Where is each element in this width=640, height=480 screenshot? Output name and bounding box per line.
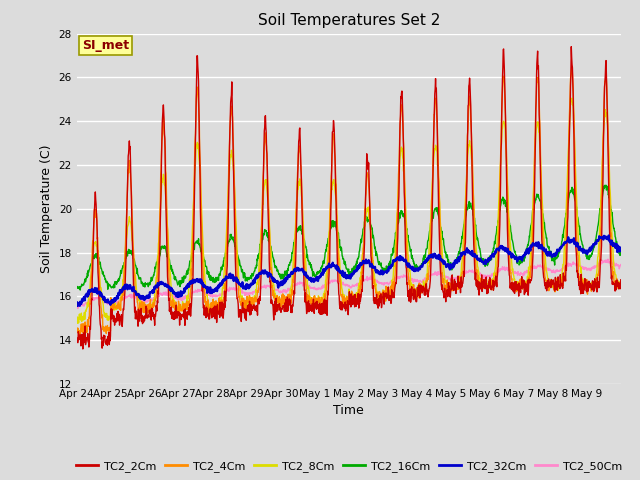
TC2_2Cm <box>195 70 202 75</box>
TC2_16Cm <box>195 240 202 246</box>
TC2_50Cm <box>195 288 202 294</box>
TC2_50Cm <box>255 286 263 291</box>
TC2_8Cm <box>568 96 575 101</box>
X-axis label: Time: Time <box>333 405 364 418</box>
TC2_50Cm <box>74 305 82 311</box>
Title: Soil Temperatures Set 2: Soil Temperatures Set 2 <box>258 13 440 28</box>
TC2_16Cm <box>434 208 442 214</box>
TC2_4Cm <box>553 279 561 285</box>
TC2_50Cm <box>553 267 561 273</box>
TC2_4Cm <box>195 95 202 101</box>
TC2_16Cm <box>255 252 263 257</box>
TC2_32Cm <box>605 233 612 239</box>
TC2_16Cm <box>602 182 610 188</box>
TC2_8Cm <box>181 300 189 306</box>
TC2_2Cm <box>617 277 625 283</box>
TC2_8Cm <box>255 260 263 266</box>
TC2_32Cm <box>617 246 625 252</box>
TC2_32Cm <box>255 270 263 276</box>
TC2_16Cm <box>76 287 84 293</box>
Line: TC2_50Cm: TC2_50Cm <box>77 259 621 308</box>
TC2_2Cm <box>505 256 513 262</box>
TC2_4Cm <box>434 127 442 133</box>
TC2_2Cm <box>73 338 81 344</box>
TC2_2Cm <box>553 282 561 288</box>
TC2_8Cm <box>74 320 82 326</box>
TC2_32Cm <box>181 288 189 294</box>
Y-axis label: Soil Temperature (C): Soil Temperature (C) <box>40 144 53 273</box>
TC2_8Cm <box>195 141 202 147</box>
TC2_16Cm <box>73 285 81 290</box>
TC2_2Cm <box>434 140 442 145</box>
TC2_16Cm <box>181 276 189 281</box>
TC2_32Cm <box>74 303 81 309</box>
TC2_8Cm <box>505 209 513 215</box>
TC2_2Cm <box>181 323 189 328</box>
TC2_32Cm <box>553 249 561 255</box>
TC2_50Cm <box>181 295 189 301</box>
Legend: TC2_2Cm, TC2_4Cm, TC2_8Cm, TC2_16Cm, TC2_32Cm, TC2_50Cm: TC2_2Cm, TC2_4Cm, TC2_8Cm, TC2_16Cm, TC2… <box>71 457 627 477</box>
TC2_8Cm <box>617 278 625 284</box>
TC2_50Cm <box>604 256 612 262</box>
Line: TC2_4Cm: TC2_4Cm <box>77 67 621 335</box>
Text: SI_met: SI_met <box>82 39 129 52</box>
TC2_16Cm <box>553 255 561 261</box>
Line: TC2_32Cm: TC2_32Cm <box>77 236 621 306</box>
TC2_32Cm <box>195 279 202 285</box>
TC2_16Cm <box>617 250 625 256</box>
TC2_4Cm <box>617 284 625 290</box>
TC2_16Cm <box>505 216 513 222</box>
TC2_4Cm <box>255 278 263 284</box>
Line: TC2_8Cm: TC2_8Cm <box>77 98 621 323</box>
TC2_50Cm <box>617 262 625 267</box>
Line: TC2_16Cm: TC2_16Cm <box>77 185 621 290</box>
TC2_2Cm <box>79 346 86 352</box>
TC2_4Cm <box>568 64 576 70</box>
TC2_50Cm <box>434 272 442 278</box>
TC2_4Cm <box>505 230 513 236</box>
TC2_32Cm <box>73 300 81 305</box>
TC2_8Cm <box>553 281 561 287</box>
TC2_8Cm <box>434 162 442 168</box>
TC2_32Cm <box>505 250 513 255</box>
TC2_4Cm <box>181 302 189 308</box>
TC2_4Cm <box>76 332 84 338</box>
TC2_32Cm <box>434 253 442 259</box>
TC2_8Cm <box>73 319 81 324</box>
TC2_2Cm <box>568 44 575 49</box>
Line: TC2_2Cm: TC2_2Cm <box>77 47 621 349</box>
TC2_4Cm <box>73 326 81 332</box>
TC2_50Cm <box>505 267 513 273</box>
TC2_2Cm <box>255 301 263 307</box>
TC2_50Cm <box>73 303 81 309</box>
